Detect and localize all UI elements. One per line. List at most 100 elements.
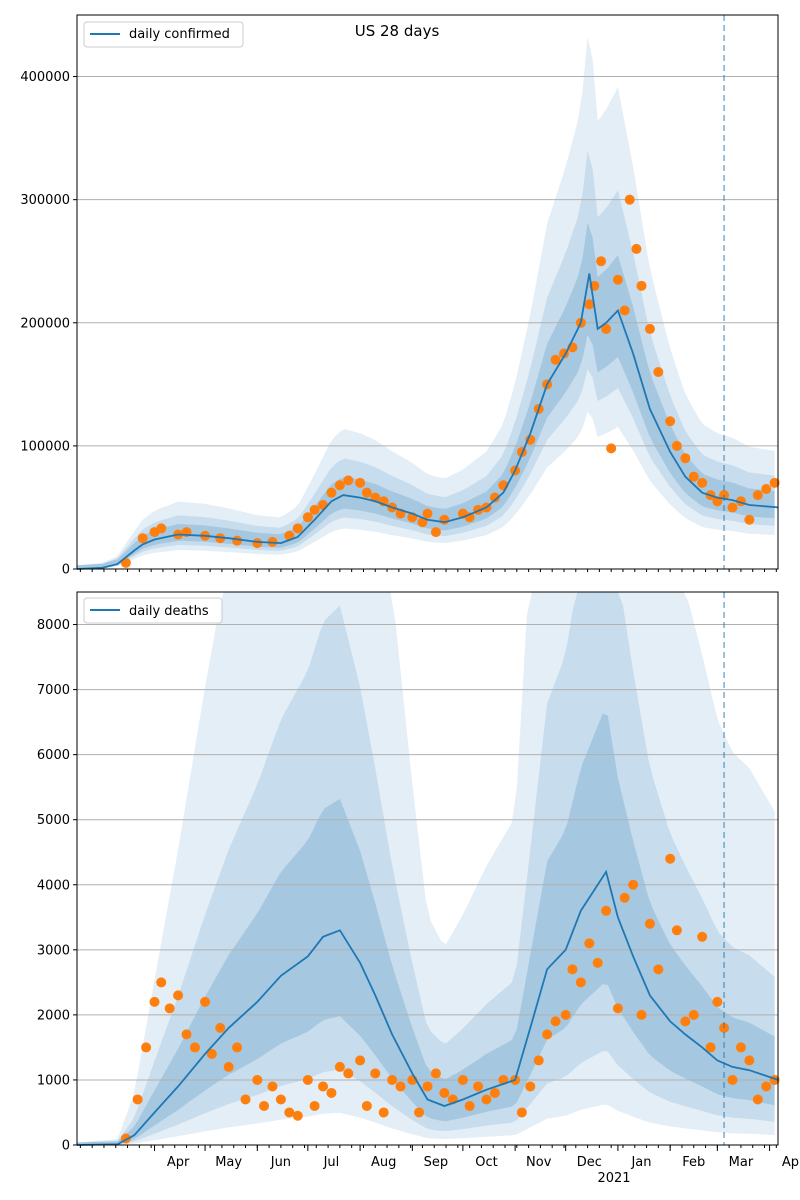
observed-point [309,1100,320,1111]
confirmed-plot-frame [76,14,779,570]
observed-point [592,957,603,968]
observed-point [326,487,337,498]
observed-point [697,477,708,488]
x-tick-label: Sep [424,1155,449,1170]
observed-point [259,1100,270,1111]
y-tick-label: 5000 [37,813,70,828]
x-tick-label: Mar [729,1155,754,1170]
observed-point [601,905,612,916]
observed-point [302,512,313,523]
observed-point [542,1029,553,1040]
observed-point [223,1061,234,1072]
observed-point [688,1009,699,1020]
y-tick-label: 200000 [20,316,70,331]
observed-point [628,879,639,890]
confirmed-legend-label: daily confirmed [129,27,230,42]
x-tick-label: Oct [475,1155,497,1170]
x-tick-label: Feb [682,1155,705,1170]
observed-point [644,918,655,929]
y-tick-label: 8000 [37,618,70,633]
observed-point [680,1016,691,1027]
y-tick-label: 4000 [37,878,70,893]
observed-point [292,1110,303,1121]
observed-point [334,1061,345,1072]
observed-point [318,1081,329,1092]
observed-point [489,1087,500,1098]
observed-point [164,1003,175,1014]
uncertainty-band [77,713,775,1145]
y-tick-label: 7000 [37,683,70,698]
observed-point [481,1094,492,1105]
observed-point [430,527,441,538]
observed-point [525,434,536,445]
confirmed-panel: 0 100000 200000 300000 400000 daily confirme… [20,14,780,578]
observed-point [361,1100,372,1111]
observed-point [631,243,642,254]
observed-point [395,1081,406,1092]
observed-point [671,925,682,936]
deaths-legend-label: daily deaths [129,604,209,619]
observed-point [636,1009,647,1020]
observed-point [688,471,699,482]
observed-point [156,977,167,988]
deaths-y-ticks: 0 1000 2000 3000 4000 5000 6000 7000 8000 [37,618,77,1154]
observed-point [326,1087,337,1098]
observed-point [680,453,691,464]
x-tick-label: Nov [526,1155,552,1170]
observed-point [489,492,500,503]
observed-point [525,1081,536,1092]
x-tick-label: Jul [323,1155,340,1170]
observed-point [132,1094,143,1105]
observed-point [735,1042,746,1053]
observed-point [533,1055,544,1066]
observed-point [727,502,738,513]
observed-point [275,1094,286,1105]
observed-point [370,1068,381,1079]
observed-point [252,538,263,549]
uncertainty-band [77,222,775,569]
observed-point [240,1094,251,1105]
deaths-model-line [76,869,779,1146]
deaths-gridlines [77,624,778,1081]
observed-point [189,1042,200,1053]
y-tick-label: 3000 [37,943,70,958]
observed-point [173,990,184,1001]
observed-point [439,514,450,525]
observed-point [744,1055,755,1066]
observed-point [318,499,329,510]
observed-point [653,367,664,378]
observed-point [378,1107,389,1118]
confirmed-y-ticks: 0 100000 200000 300000 400000 [20,70,77,578]
observed-point [422,508,433,519]
y-tick-label: 0 [62,563,70,578]
observed-point [361,487,372,498]
observed-point [156,523,167,534]
observed-point [302,1074,313,1085]
observed-point [697,931,708,942]
observed-point [422,1081,433,1092]
observed-point [457,1074,468,1085]
observed-point [752,1094,763,1105]
observed-point [215,1022,226,1033]
observed-point [343,1068,354,1079]
confirmed-gridlines [77,76,778,447]
observed-point [705,1042,716,1053]
observed-point [636,280,647,291]
observed-point [355,1055,366,1066]
observed-point [284,1107,295,1118]
y-tick-label: 6000 [37,748,70,763]
observed-point [414,1107,425,1118]
observed-point [596,256,607,267]
confirmed-observed-points [120,194,780,568]
observed-point [575,977,586,988]
observed-point [769,477,780,488]
observed-point [200,996,211,1007]
observed-point [309,504,320,515]
x-tick-label: May [215,1155,242,1170]
x-tick-label: Jan [630,1155,651,1170]
observed-point [252,1074,263,1085]
deaths-legend: daily deaths [83,597,223,624]
observed-point [292,523,303,534]
observed-point [232,1042,243,1053]
observed-point [653,964,664,975]
